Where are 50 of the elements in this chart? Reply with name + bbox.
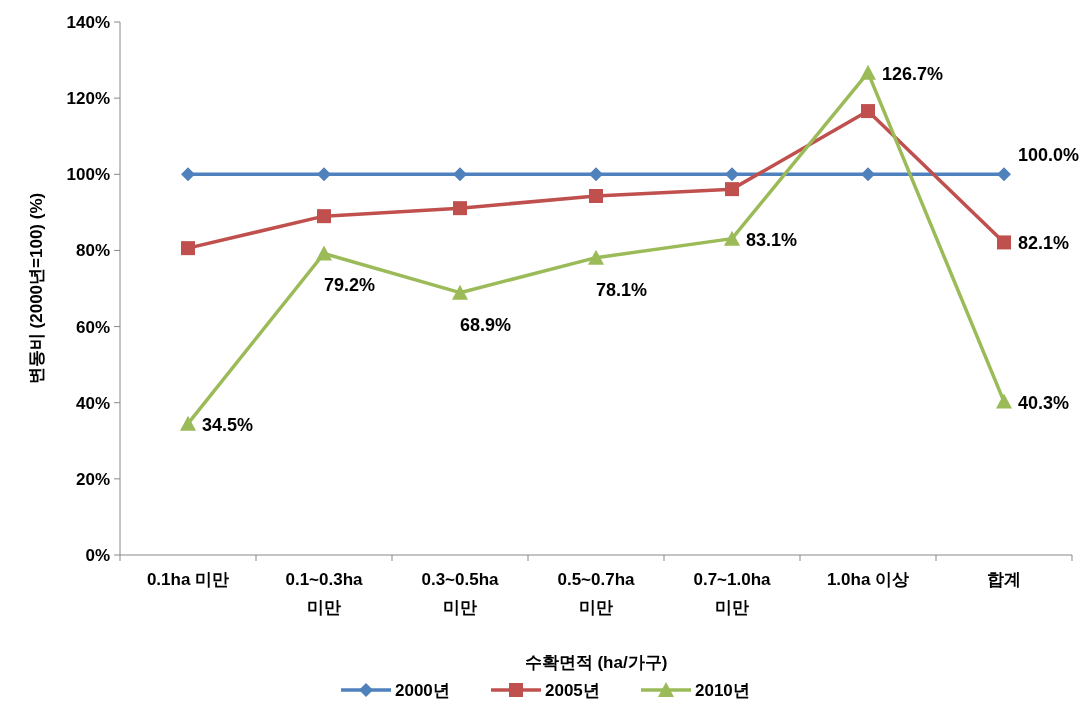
y-tick-label: 140% xyxy=(66,13,110,32)
point xyxy=(180,415,196,431)
x-tick-label: 1.0ha 이상 xyxy=(826,570,910,589)
point xyxy=(317,209,331,224)
x-tick-label: 0.5~0.7ha 미만 xyxy=(557,570,636,617)
point xyxy=(316,245,332,261)
legend-label: 2005년 xyxy=(545,681,600,700)
point xyxy=(453,201,467,216)
y-tick-label: 100% xyxy=(66,165,110,185)
point xyxy=(861,104,875,119)
x-tick-label: 0.3~0.5ha 미만 xyxy=(421,570,500,617)
y-tick-label: 40% xyxy=(75,393,110,413)
point xyxy=(589,167,603,182)
y-axis-title: 변동비 (2000년=100) (%) xyxy=(27,192,46,385)
point xyxy=(861,167,875,182)
x-axis-title: 수확면적 (ha/가구) xyxy=(524,653,668,672)
point xyxy=(181,167,195,182)
point xyxy=(997,235,1011,250)
y-tick-label: 80% xyxy=(75,241,110,261)
point xyxy=(724,230,740,246)
point xyxy=(860,64,876,80)
data-label: 126.7% xyxy=(882,63,944,84)
data-label: 79.2% xyxy=(324,275,376,296)
y-tick-label: 120% xyxy=(66,89,110,109)
data-label: 78.1% xyxy=(596,279,648,300)
point xyxy=(181,241,195,256)
legend-label: 2000년 xyxy=(395,681,450,700)
point xyxy=(725,182,739,197)
point xyxy=(317,167,331,182)
data-label: 68.9% xyxy=(460,314,512,335)
y-tick-label: 0% xyxy=(85,546,110,565)
data-label: 34.5% xyxy=(202,414,254,435)
x-tick-label: 0.1ha 미만 xyxy=(146,570,230,589)
point xyxy=(589,188,603,203)
y-tick-label: 20% xyxy=(75,469,110,489)
data-label: 40.3% xyxy=(1018,392,1070,413)
data-label: 83.1% xyxy=(746,229,798,250)
data-label: 100.0% xyxy=(1018,145,1080,166)
point xyxy=(725,167,739,182)
point xyxy=(997,167,1011,182)
x-tick-label: 0.7~1.0ha 미만 xyxy=(693,570,772,617)
legend-label: 2010년 xyxy=(695,681,750,700)
data-label: 82.1% xyxy=(1018,233,1070,254)
point xyxy=(453,167,467,182)
point xyxy=(996,393,1012,409)
x-tick-label: 0.1~0.3ha 미만 xyxy=(285,570,364,617)
point xyxy=(452,284,468,300)
y-tick-label: 60% xyxy=(75,317,110,337)
x-tick-label: 합계 xyxy=(987,570,1021,589)
point xyxy=(588,249,604,265)
